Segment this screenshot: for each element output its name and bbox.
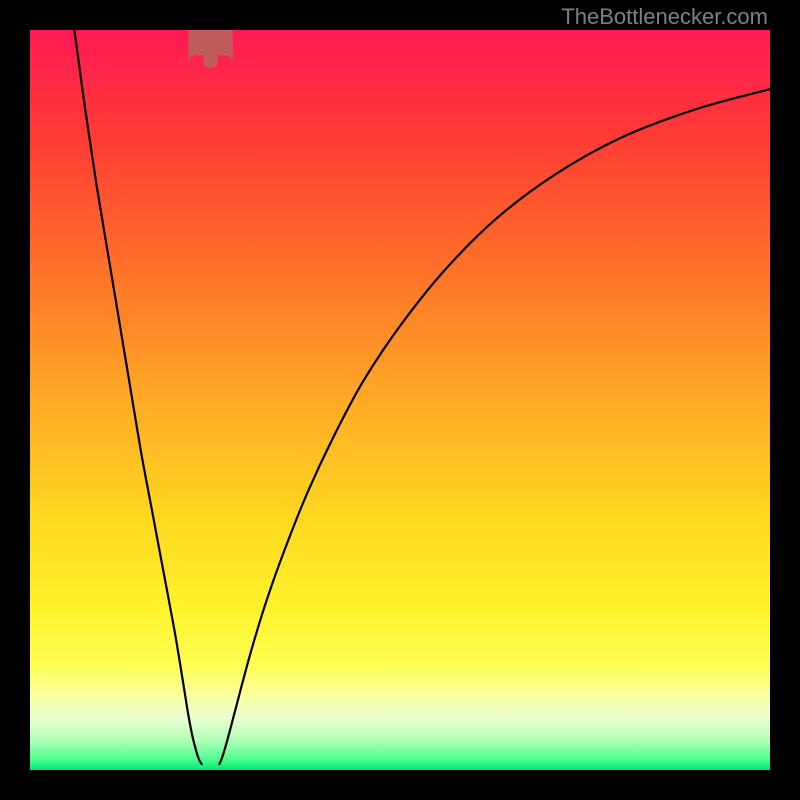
frame-bottom [0, 770, 800, 800]
watermark-text: TheBottlenecker.com [561, 4, 768, 30]
chart-container: TheBottlenecker.com [0, 0, 800, 800]
plot-area [30, 30, 770, 770]
frame-left [0, 0, 30, 800]
frame-right [770, 0, 800, 800]
optimum-marker [30, 30, 770, 770]
